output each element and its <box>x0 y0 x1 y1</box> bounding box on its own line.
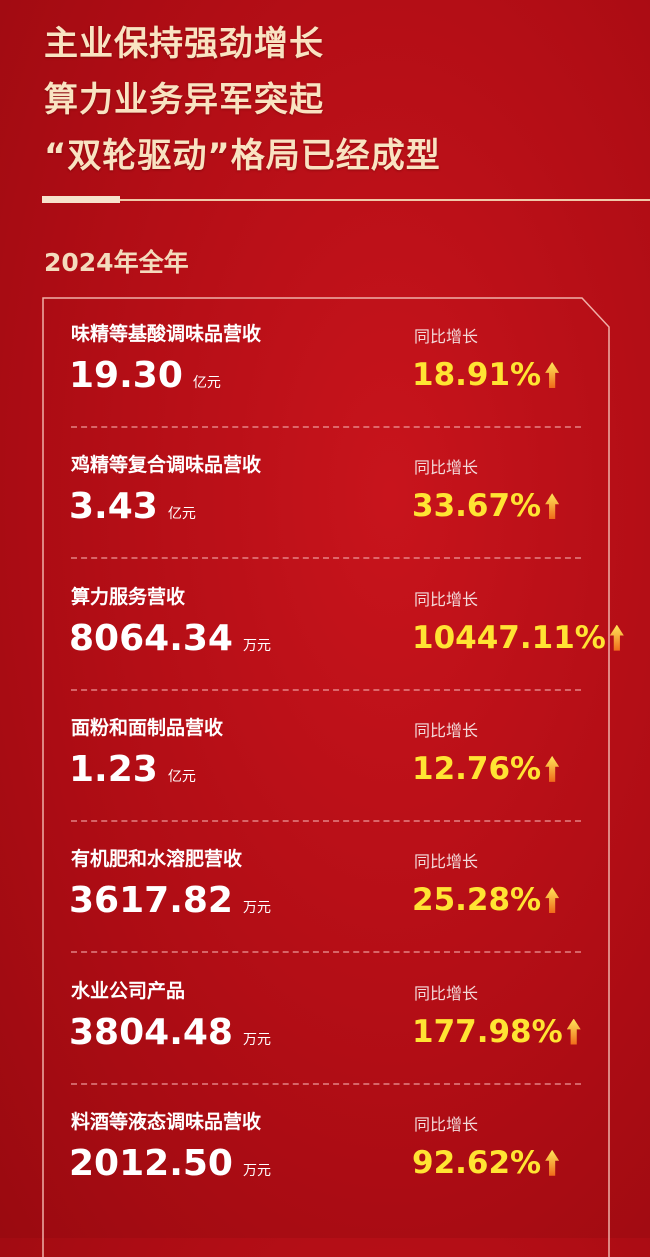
stat-row: 鸡精等复合调味品营收 3.43 亿元 同比增长 33.67% <box>42 428 610 560</box>
stat-row: 料酒等液态调味品营收 2012.50 万元 同比增长 92.62% <box>42 1085 610 1216</box>
stat-number: 19.30 <box>69 355 183 396</box>
yoy-label: 同比增长 <box>414 983 479 1003</box>
growth-percent: 177.98% <box>412 1013 563 1050</box>
row-divider <box>71 951 581 954</box>
stat-number: 2012.50 <box>69 1142 233 1184</box>
stat-label: 算力服务营收 <box>71 585 186 608</box>
growth-percent: 25.28% <box>412 882 542 919</box>
card-border <box>42 297 610 1257</box>
stat-unit: 亿元 <box>167 768 196 785</box>
stat-row: 味精等基酸调味品营收 19.30 亿元 同比增长 18.91% <box>42 297 610 428</box>
period-heading: 2024年全年 <box>44 248 189 277</box>
arrow-up-icon <box>609 624 624 651</box>
stat-unit: 亿元 <box>192 375 221 391</box>
stat-label: 面粉和面制品营收 <box>71 716 224 739</box>
row-divider <box>71 688 581 691</box>
stat-label: 味精等基酸调味品营收 <box>71 323 262 345</box>
arrow-up-icon <box>545 887 560 914</box>
growth-percent: 33.67% <box>412 488 542 525</box>
growth-value: 33.67% <box>412 488 560 525</box>
row-divider <box>71 426 581 428</box>
stat-row: 算力服务营收 8064.34 万元 同比增长 10447.11% <box>42 560 624 691</box>
growth-percent: 92.62% <box>412 1144 542 1181</box>
stat-value: 19.30 亿元 <box>69 355 221 396</box>
stat-value: 1.23 亿元 <box>69 749 196 790</box>
yoy-label: 同比增长 <box>414 720 479 740</box>
growth-value: 10447.11% <box>412 620 624 656</box>
stat-value: 8064.34 万元 <box>69 618 271 659</box>
headline-line-1: 主业保持强劲增长 <box>44 24 324 64</box>
growth-value: 177.98% <box>412 1014 581 1050</box>
headline-line-3: “双轮驱动”格局已经成型 <box>44 136 441 176</box>
arrow-up-icon <box>545 493 560 520</box>
stat-number: 3804.48 <box>69 1011 233 1053</box>
growth-value: 18.91% <box>412 357 560 393</box>
row-divider <box>71 819 581 822</box>
growth-value: 12.76% <box>412 750 560 787</box>
divider-accent <box>42 196 120 203</box>
stat-unit: 万元 <box>242 1162 271 1179</box>
growth-percent: 12.76% <box>412 750 542 787</box>
stat-value: 3804.48 万元 <box>69 1012 271 1053</box>
stat-label: 水业公司产品 <box>71 979 186 1002</box>
stat-number: 3617.82 <box>69 880 233 922</box>
stat-label: 料酒等液态调味品营收 <box>71 1110 262 1133</box>
stat-label: 有机肥和水溶肥营收 <box>71 848 243 871</box>
divider-rule <box>42 199 650 201</box>
stat-unit: 万元 <box>242 637 271 654</box>
headline-line-2: 算力业务异军突起 <box>44 80 324 120</box>
arrow-up-icon <box>566 1018 581 1045</box>
stat-number: 1.23 <box>69 748 158 790</box>
stat-row: 水业公司产品 3804.48 万元 同比增长 177.98% <box>42 954 610 1085</box>
stat-unit: 万元 <box>242 1031 271 1048</box>
stat-value: 3617.82 万元 <box>69 880 271 921</box>
row-divider <box>71 557 581 560</box>
yoy-label: 同比增长 <box>414 589 479 609</box>
arrow-up-icon <box>545 755 560 782</box>
yoy-label: 同比增长 <box>414 458 479 478</box>
stat-unit: 亿元 <box>167 506 196 523</box>
stat-row: 有机肥和水溶肥营收 3617.82 万元 同比增长 25.28% <box>42 822 610 954</box>
stats-card: 味精等基酸调味品营收 19.30 亿元 同比增长 18.91% 鸡精等复合调味品营… <box>42 297 624 1257</box>
stat-unit: 万元 <box>242 900 271 917</box>
stat-value: 3.43 亿元 <box>69 486 196 527</box>
growth-value: 25.28% <box>412 882 560 919</box>
stat-row: 面粉和面制品营收 1.23 亿元 同比增长 12.76% <box>42 691 610 822</box>
yoy-label: 同比增长 <box>414 1114 479 1134</box>
row-divider <box>71 1082 581 1085</box>
growth-value: 92.62% <box>412 1144 560 1181</box>
yoy-label: 同比增长 <box>414 852 479 872</box>
growth-percent: 18.91% <box>412 357 542 393</box>
stat-number: 3.43 <box>69 486 158 528</box>
growth-percent: 10447.11% <box>412 619 606 656</box>
yoy-label: 同比增长 <box>414 327 479 346</box>
stat-value: 2012.50 万元 <box>69 1143 271 1184</box>
stat-label: 鸡精等复合调味品营收 <box>71 454 262 477</box>
stat-number: 8064.34 <box>69 617 233 659</box>
arrow-up-icon <box>545 1149 560 1176</box>
arrow-up-icon <box>545 362 560 388</box>
